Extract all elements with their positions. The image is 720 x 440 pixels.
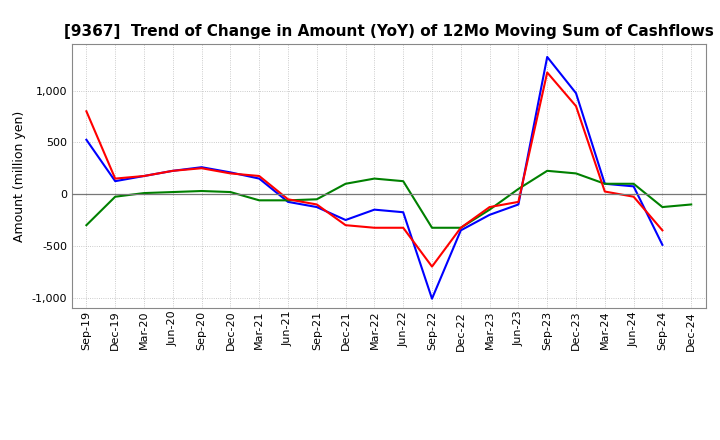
Operating Cashflow bbox=[572, 103, 580, 109]
Operating Cashflow bbox=[399, 225, 408, 231]
Investing Cashflow bbox=[543, 168, 552, 173]
Operating Cashflow bbox=[341, 223, 350, 228]
Investing Cashflow bbox=[82, 223, 91, 228]
Operating Cashflow bbox=[543, 70, 552, 75]
Free Cashflow bbox=[658, 242, 667, 247]
Operating Cashflow bbox=[658, 228, 667, 233]
Free Cashflow bbox=[341, 217, 350, 223]
Investing Cashflow bbox=[226, 189, 235, 194]
Operating Cashflow bbox=[428, 264, 436, 269]
Operating Cashflow bbox=[312, 202, 321, 207]
Investing Cashflow bbox=[629, 181, 638, 187]
Line: Operating Cashflow: Operating Cashflow bbox=[86, 73, 662, 267]
Operating Cashflow bbox=[82, 109, 91, 114]
Free Cashflow bbox=[572, 91, 580, 96]
Operating Cashflow bbox=[370, 225, 379, 231]
Investing Cashflow bbox=[514, 186, 523, 191]
Y-axis label: Amount (million yen): Amount (million yen) bbox=[13, 110, 26, 242]
Operating Cashflow bbox=[168, 168, 177, 173]
Free Cashflow bbox=[629, 184, 638, 189]
Investing Cashflow bbox=[168, 189, 177, 194]
Investing Cashflow bbox=[140, 191, 148, 196]
Investing Cashflow bbox=[284, 198, 292, 203]
Free Cashflow bbox=[111, 179, 120, 184]
Operating Cashflow bbox=[284, 197, 292, 202]
Free Cashflow bbox=[485, 212, 494, 217]
Operating Cashflow bbox=[485, 205, 494, 210]
Investing Cashflow bbox=[370, 176, 379, 181]
Investing Cashflow bbox=[428, 225, 436, 231]
Investing Cashflow bbox=[572, 171, 580, 176]
Investing Cashflow bbox=[312, 197, 321, 202]
Line: Investing Cashflow: Investing Cashflow bbox=[86, 171, 691, 228]
Operating Cashflow bbox=[226, 171, 235, 176]
Investing Cashflow bbox=[600, 181, 609, 187]
Free Cashflow bbox=[312, 205, 321, 210]
Investing Cashflow bbox=[399, 179, 408, 184]
Investing Cashflow bbox=[456, 225, 465, 231]
Line: Free Cashflow: Free Cashflow bbox=[86, 57, 662, 299]
Free Cashflow bbox=[456, 228, 465, 233]
Operating Cashflow bbox=[111, 176, 120, 181]
Investing Cashflow bbox=[255, 198, 264, 203]
Investing Cashflow bbox=[658, 205, 667, 210]
Operating Cashflow bbox=[600, 189, 609, 194]
Free Cashflow bbox=[168, 168, 177, 173]
Investing Cashflow bbox=[485, 207, 494, 212]
Free Cashflow bbox=[140, 173, 148, 179]
Free Cashflow bbox=[226, 170, 235, 175]
Free Cashflow bbox=[428, 296, 436, 301]
Investing Cashflow bbox=[341, 181, 350, 187]
Operating Cashflow bbox=[456, 225, 465, 231]
Free Cashflow bbox=[600, 181, 609, 187]
Free Cashflow bbox=[399, 209, 408, 215]
Title: [9367]  Trend of Change in Amount (YoY) of 12Mo Moving Sum of Cashflows: [9367] Trend of Change in Amount (YoY) o… bbox=[64, 24, 714, 39]
Operating Cashflow bbox=[629, 194, 638, 199]
Operating Cashflow bbox=[197, 165, 206, 171]
Free Cashflow bbox=[284, 199, 292, 205]
Free Cashflow bbox=[370, 207, 379, 212]
Free Cashflow bbox=[543, 54, 552, 59]
Operating Cashflow bbox=[255, 173, 264, 179]
Investing Cashflow bbox=[197, 188, 206, 194]
Operating Cashflow bbox=[140, 173, 148, 179]
Investing Cashflow bbox=[687, 202, 696, 207]
Operating Cashflow bbox=[514, 199, 523, 205]
Investing Cashflow bbox=[111, 194, 120, 199]
Free Cashflow bbox=[255, 176, 264, 181]
Free Cashflow bbox=[514, 202, 523, 207]
Free Cashflow bbox=[82, 137, 91, 143]
Free Cashflow bbox=[197, 165, 206, 170]
